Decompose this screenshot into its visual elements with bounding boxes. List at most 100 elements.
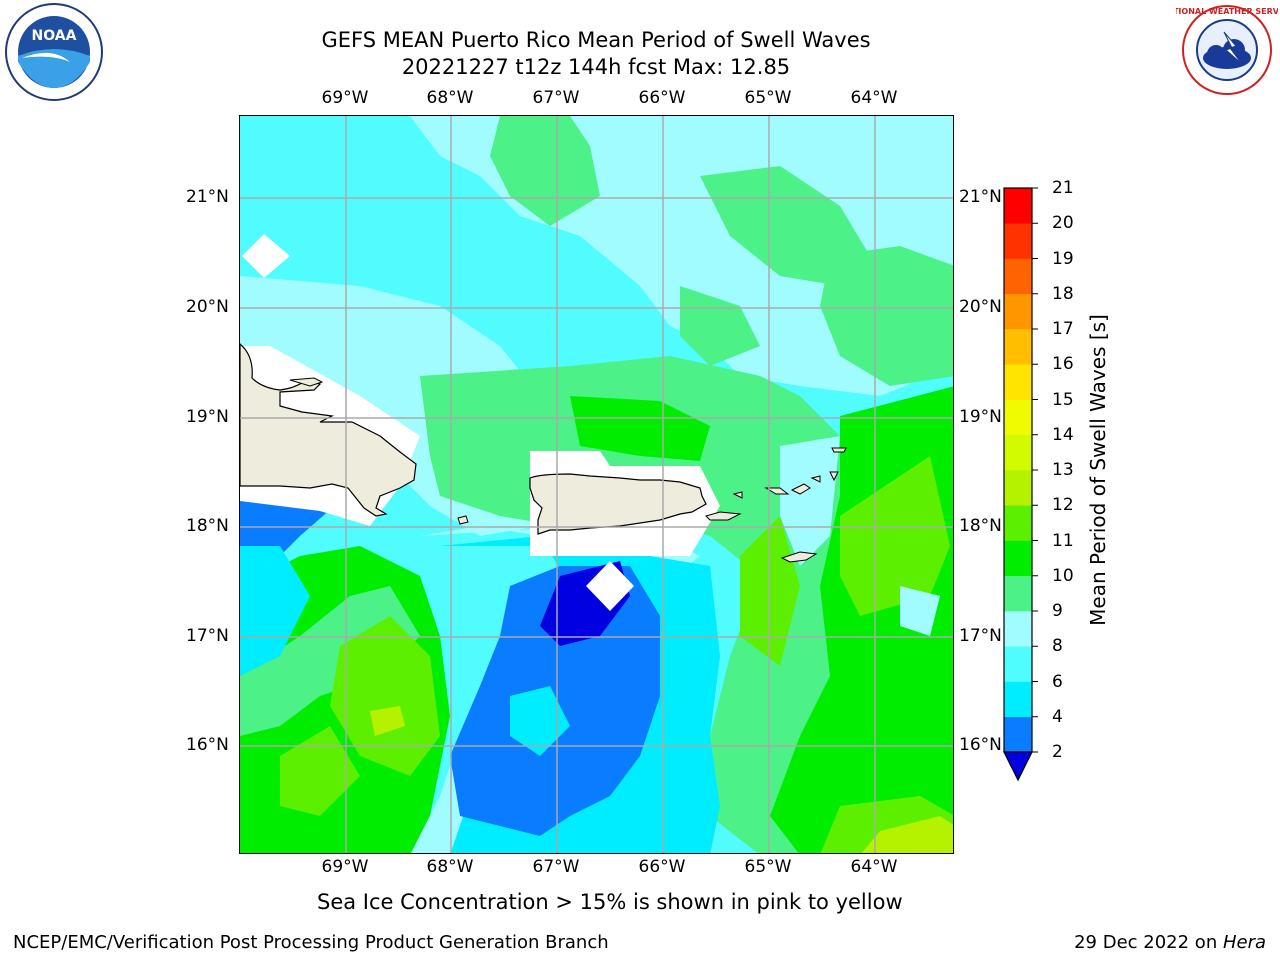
footer-date-text: 29 Dec 2022 on: [1074, 932, 1223, 953]
nws-logo-text: NATIONAL WEATHER SERVICE: [1176, 7, 1278, 16]
footer-branch: NCEP/EMC/Verification Post Processing Pr…: [13, 932, 609, 953]
swell-zone-cyan: [510, 686, 570, 756]
lon-label-top: 65°W: [744, 88, 792, 108]
island-land: [829, 471, 839, 482]
swell-zone-light-cyan: [900, 586, 940, 636]
colorbar-box: [1004, 611, 1032, 647]
lon-label-top: 67°W: [532, 88, 580, 108]
lon-label-bottom: 66°W: [638, 857, 686, 877]
lon-label-bottom: 69°W: [321, 857, 369, 877]
colorbar-box: [1004, 646, 1032, 682]
colorbar-box: [1004, 188, 1032, 224]
colorbar: [1003, 187, 1038, 782]
swell-zone-green: [680, 286, 760, 366]
lat-label-left: 20°N: [186, 297, 229, 317]
graticule: [240, 116, 953, 853]
map-panel[interactable]: [239, 115, 954, 854]
colorbar-box: [1004, 470, 1032, 506]
colorbar-tick-label: 4: [1052, 706, 1063, 727]
lon-label-bottom: 68°W: [426, 857, 474, 877]
colorbar-tick-label: 8: [1052, 636, 1063, 657]
island-land: [732, 491, 743, 499]
swell-zone-light-cyan: [780, 436, 840, 566]
colorbar-tick-label: 19: [1052, 248, 1074, 269]
colorbar-tick-label: 6: [1052, 671, 1063, 692]
swell-zone-lime: [740, 516, 800, 666]
lon-label-top: 64°W: [850, 88, 898, 108]
colorbar-tick-label: 2: [1052, 742, 1063, 762]
island-land: [780, 551, 818, 563]
lon-label-top: 66°W: [638, 88, 686, 108]
swell-zone-yellow-green: [861, 816, 953, 853]
footer-machine: Hera: [1222, 932, 1266, 953]
colorbar-tick-label: 11: [1052, 530, 1074, 551]
swell-zone-green: [240, 586, 420, 736]
noaa-logo-text: NOAA: [32, 28, 77, 44]
island-land: [810, 475, 821, 483]
colorbar-box: [1004, 681, 1032, 718]
lat-label-left: 19°N: [186, 407, 229, 427]
colorbar-extend-min: [1003, 751, 1033, 782]
colorbar-box: [1004, 293, 1032, 330]
lat-label-right: 18°N: [959, 516, 1002, 536]
lat-label-right: 20°N: [959, 297, 1002, 317]
swell-zone-lime: [280, 726, 360, 816]
lon-label-bottom: 64°W: [850, 857, 898, 877]
lat-label-left: 21°N: [186, 187, 229, 207]
colorbar-box: [1004, 434, 1032, 471]
lat-label-left: 17°N: [186, 626, 229, 646]
colorbar-tick-label: 21: [1052, 178, 1074, 198]
masked-area: [586, 561, 634, 611]
swell-period-map[interactable]: [240, 116, 954, 854]
lon-label-top: 68°W: [426, 88, 474, 108]
sea-ice-note: Sea Ice Concentration > 15% is shown in …: [317, 890, 903, 914]
masked-area: [242, 234, 290, 278]
nws-logo: NATIONAL WEATHER SERVICE: [1176, 5, 1278, 95]
lat-label-left: 18°N: [186, 516, 229, 536]
colorbar-box: [1004, 364, 1032, 400]
chart-subtitle: 20221227 t12z 144h fcst Max: 12.85: [401, 55, 791, 79]
colorbar-tick-label: 13: [1052, 460, 1074, 480]
colorbar-tick-label: 17: [1052, 319, 1074, 339]
colorbar-box: [1004, 258, 1032, 295]
colorbar-tick-label: 14: [1052, 424, 1074, 445]
colorbar-tick-label: 9: [1052, 601, 1063, 621]
swell-zone-yellow-green: [370, 706, 405, 736]
colorbar-tick-label: 15: [1052, 389, 1074, 410]
colorbar-box: [1004, 505, 1032, 541]
colorbar-box: [1004, 716, 1032, 753]
swell-zone-bright-green: [570, 396, 710, 461]
island-land: [790, 483, 811, 495]
lat-label-right: 21°N: [959, 187, 1002, 207]
swell-zone-green: [820, 246, 953, 386]
lon-label-bottom: 67°W: [532, 857, 580, 877]
lat-label-right: 16°N: [959, 735, 1002, 755]
colorbar-box: [1004, 540, 1032, 577]
swell-zone-lime: [840, 456, 950, 616]
noaa-logo: NOAA: [5, 3, 103, 101]
lon-label-bottom: 65°W: [744, 857, 792, 877]
colorbar-title: Mean Period of Swell Waves [s]: [1086, 314, 1110, 626]
island-land: [831, 447, 847, 453]
colorbar-box: [1004, 575, 1032, 612]
island-land: [764, 487, 790, 495]
swell-zone-lime: [330, 616, 440, 776]
island-land: [705, 511, 742, 521]
island-land: [289, 377, 324, 387]
colorbar-tick-label: 12: [1052, 495, 1074, 516]
swell-zone-cyan: [240, 546, 310, 676]
colorbar-tick-label: 18: [1052, 283, 1074, 304]
lat-label-left: 16°N: [186, 735, 229, 755]
footer-date: 29 Dec 2022 on Hera: [1074, 932, 1266, 953]
colorbar-tick-label: 10: [1052, 565, 1074, 586]
colorbar-box: [1004, 223, 1032, 259]
colorbar-tick-label: 20: [1052, 213, 1074, 234]
colorbar-box: [1004, 399, 1032, 436]
colorbar-tick-label: 16: [1052, 354, 1074, 375]
lon-label-top: 69°W: [321, 88, 369, 108]
island-land: [457, 515, 469, 525]
chart-title: GEFS MEAN Puerto Rico Mean Period of Swe…: [321, 28, 871, 52]
swell-zone-green: [700, 166, 870, 286]
lat-label-right: 19°N: [959, 407, 1002, 427]
colorbar-box: [1004, 329, 1032, 365]
